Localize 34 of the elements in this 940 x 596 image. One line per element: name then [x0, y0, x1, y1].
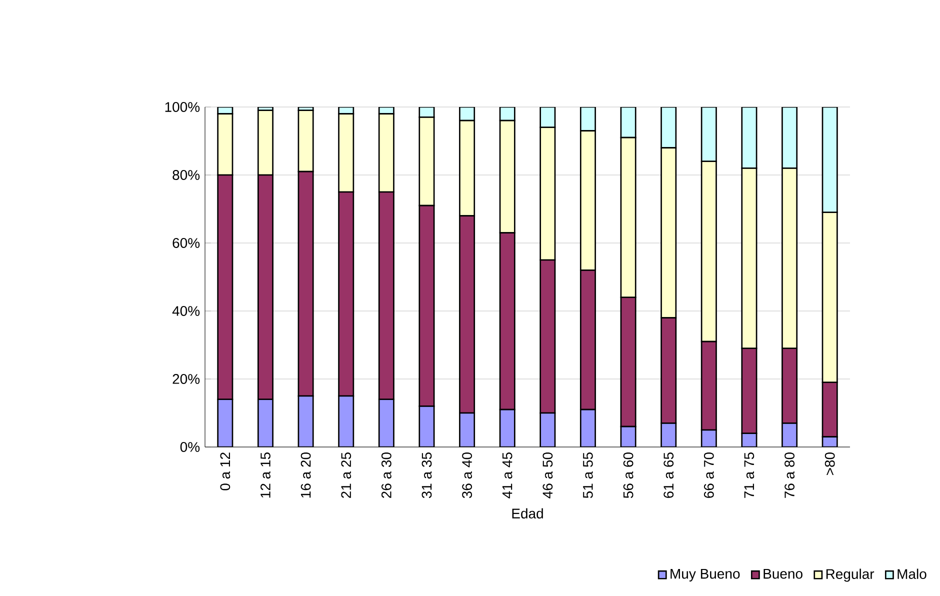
- y-tick-label: 40%: [172, 306, 200, 316]
- legend-label: Malo: [898, 568, 926, 579]
- x-tick-label: >80: [824, 452, 835, 475]
- bar: [378, 398, 394, 447]
- x-tick-label: 21 a 25: [341, 452, 352, 498]
- x-tick-label: 31 a 35: [422, 452, 432, 498]
- y-tick-label: 60%: [172, 238, 200, 248]
- x-tick-label: 76 a 80: [784, 452, 794, 498]
- x-tick-label: 36 a 40: [462, 452, 472, 498]
- bar: [298, 395, 314, 447]
- x-tick-label: 0 a 12: [220, 452, 230, 490]
- x-tick-label: 16 a 20: [300, 452, 311, 498]
- y-tick-label: 20%: [172, 374, 200, 384]
- bar: [217, 398, 234, 447]
- bar: [700, 106, 717, 162]
- x-tick-label: 61 a 65: [664, 452, 674, 498]
- y-tick-label: 100%: [165, 102, 200, 112]
- bar: [822, 106, 838, 214]
- x-tick-label: 56 a 60: [623, 452, 634, 498]
- x-tick-label: 12 a 15: [260, 452, 270, 498]
- x-tick-label: 66 a 70: [704, 452, 714, 498]
- x-axis-title: Edad: [512, 508, 543, 519]
- legend-label: Bueno: [764, 568, 802, 579]
- x-tick-label: 51 a 55: [583, 452, 593, 498]
- y-tick-label: 0%: [180, 442, 200, 452]
- x-tick-label: 71 a 75: [744, 452, 754, 498]
- legend-label: Muy Bueno: [670, 568, 740, 582]
- x-tick-label: 41 a 45: [502, 452, 512, 498]
- x-tick-label: 26 a 30: [381, 452, 392, 498]
- y-tick-label: 80%: [172, 170, 200, 180]
- legend-label: Regular: [826, 568, 874, 582]
- bar: [338, 395, 354, 447]
- x-tick-label: 46 a 50: [542, 452, 553, 498]
- bar: [741, 106, 758, 169]
